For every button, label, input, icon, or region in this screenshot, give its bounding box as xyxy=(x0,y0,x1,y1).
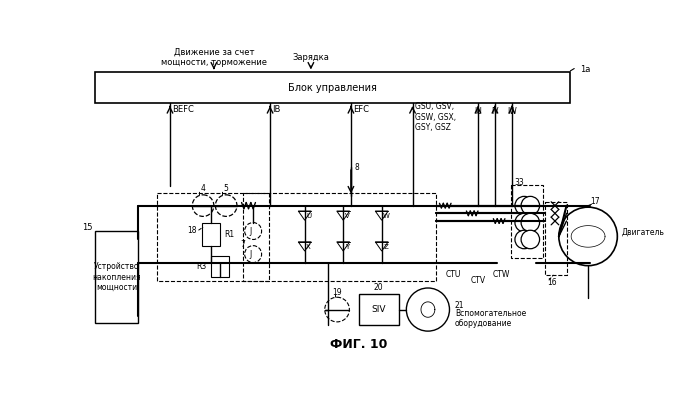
Ellipse shape xyxy=(325,297,350,322)
Circle shape xyxy=(406,288,449,331)
Text: R3: R3 xyxy=(196,262,206,271)
Bar xyxy=(201,223,220,246)
Text: BEFC: BEFC xyxy=(172,105,194,114)
Ellipse shape xyxy=(245,246,261,263)
Text: CTU: CTU xyxy=(446,270,461,279)
Text: SIV: SIV xyxy=(371,305,386,314)
Bar xyxy=(243,193,435,281)
Ellipse shape xyxy=(521,230,540,249)
Text: 17: 17 xyxy=(591,197,600,206)
Bar xyxy=(157,193,268,281)
Bar xyxy=(211,256,229,277)
Text: 7: 7 xyxy=(240,240,245,249)
Ellipse shape xyxy=(691,165,699,177)
Text: 5: 5 xyxy=(224,184,229,193)
Text: R1: R1 xyxy=(224,230,234,239)
Text: U: U xyxy=(306,213,311,219)
Text: CTV: CTV xyxy=(470,276,486,285)
Ellipse shape xyxy=(515,230,533,249)
Text: Y: Y xyxy=(345,244,349,250)
Text: W: W xyxy=(383,213,390,219)
Text: J: J xyxy=(250,250,252,259)
Bar xyxy=(359,294,398,325)
Ellipse shape xyxy=(521,196,540,215)
Ellipse shape xyxy=(515,196,533,215)
Text: Устройство
накопления
мощности: Устройство накопления мощности xyxy=(92,262,140,292)
Ellipse shape xyxy=(521,213,540,232)
Text: 21: 21 xyxy=(455,301,464,310)
Ellipse shape xyxy=(515,213,533,232)
Text: 16: 16 xyxy=(547,278,557,287)
Text: X: X xyxy=(306,244,311,250)
Text: Двигатель: Двигатель xyxy=(622,228,665,237)
Text: 33: 33 xyxy=(514,178,524,187)
Bar xyxy=(545,202,566,275)
Bar xyxy=(511,185,543,258)
Text: Движение за счет
мощности, торможение: Движение за счет мощности, торможение xyxy=(161,48,267,68)
Text: 1a: 1a xyxy=(579,65,590,74)
Bar xyxy=(95,72,570,103)
Text: GSU, GSV,
GSW, GSX,
GSY, GSZ: GSU, GSV, GSW, GSX, GSY, GSZ xyxy=(415,102,456,132)
Text: CTW: CTW xyxy=(492,270,510,279)
Text: IB: IB xyxy=(273,105,281,114)
Text: 20: 20 xyxy=(374,283,384,293)
Text: IV: IV xyxy=(491,107,498,116)
Ellipse shape xyxy=(679,165,692,177)
Text: IW: IW xyxy=(507,107,517,116)
Text: Зарядка: Зарядка xyxy=(292,53,329,62)
Circle shape xyxy=(559,207,617,266)
Bar xyxy=(95,231,138,324)
Text: 15: 15 xyxy=(82,222,93,232)
Text: IU: IU xyxy=(474,107,482,116)
Ellipse shape xyxy=(192,195,214,217)
Text: V: V xyxy=(345,213,350,219)
Ellipse shape xyxy=(245,222,261,240)
Text: ФИГ. 10: ФИГ. 10 xyxy=(330,338,387,351)
Text: 8: 8 xyxy=(354,163,359,172)
Text: Блок управления: Блок управления xyxy=(288,83,377,93)
Text: EFC: EFC xyxy=(353,105,369,114)
Text: 4: 4 xyxy=(201,184,206,193)
Text: 19: 19 xyxy=(332,288,342,297)
Text: 18: 18 xyxy=(187,226,197,235)
Text: J: J xyxy=(250,226,252,236)
Text: Z: Z xyxy=(383,244,388,250)
Text: Вспомогательное
оборудование: Вспомогательное оборудование xyxy=(455,309,526,328)
Ellipse shape xyxy=(215,195,237,217)
